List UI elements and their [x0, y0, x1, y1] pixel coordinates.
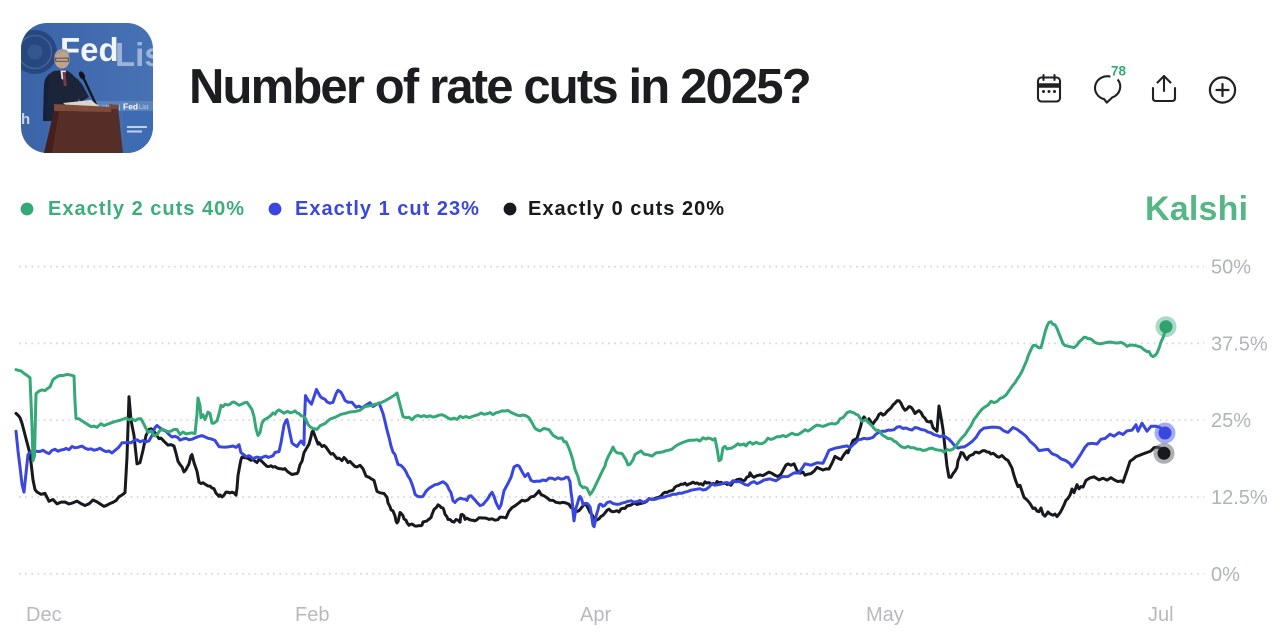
svg-text:th: th	[21, 111, 30, 128]
svg-text:Feb: Feb	[295, 604, 329, 626]
svg-text:List: List	[139, 105, 149, 111]
svg-text:78: 78	[1111, 64, 1127, 79]
svg-text:25%: 25%	[1211, 410, 1251, 432]
svg-text:Dec: Dec	[26, 604, 62, 626]
svg-text:78: 78	[1111, 64, 1127, 79]
svg-text:Fed: Fed	[123, 102, 138, 112]
svg-text:May: May	[866, 604, 904, 626]
svg-text:Apr: Apr	[580, 604, 611, 626]
svg-text:37.5%: 37.5%	[1211, 333, 1268, 355]
svg-text:12.5%: 12.5%	[1211, 487, 1268, 509]
svg-text:Fed: Fed	[60, 31, 119, 68]
svg-text:Jul: Jul	[1148, 604, 1174, 626]
svg-text:50%: 50%	[1211, 257, 1251, 279]
svg-text:Listens: Listens	[115, 36, 153, 73]
svg-text:0%: 0%	[1211, 564, 1240, 586]
